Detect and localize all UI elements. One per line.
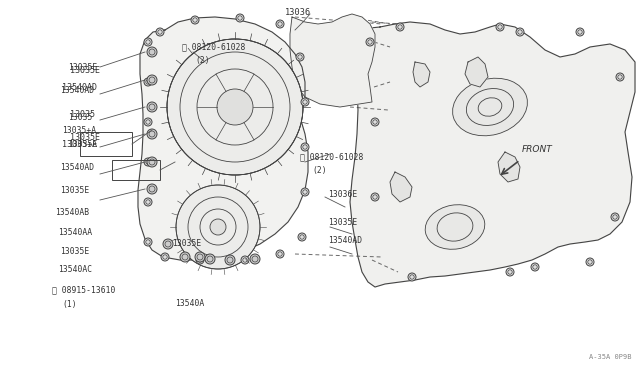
Polygon shape (413, 62, 430, 87)
Circle shape (298, 233, 306, 241)
Circle shape (144, 198, 152, 206)
Circle shape (611, 213, 619, 221)
Circle shape (301, 143, 309, 151)
Text: 13036: 13036 (285, 7, 311, 16)
Circle shape (496, 23, 504, 31)
Circle shape (366, 38, 374, 46)
Text: 13035+A: 13035+A (62, 125, 96, 135)
Text: 13035: 13035 (68, 112, 92, 122)
Text: 13035E: 13035E (68, 62, 97, 71)
Circle shape (205, 254, 215, 264)
Circle shape (147, 129, 157, 139)
Text: Ⓦ 08915-13610: Ⓦ 08915-13610 (52, 285, 115, 295)
Circle shape (156, 28, 164, 36)
Circle shape (276, 20, 284, 28)
Circle shape (371, 193, 379, 201)
Text: 13540AD: 13540AD (62, 83, 97, 92)
Text: 13540AB: 13540AB (55, 208, 89, 217)
Circle shape (144, 78, 152, 86)
Circle shape (210, 219, 226, 235)
Circle shape (531, 263, 539, 271)
Circle shape (217, 89, 253, 125)
Text: 13540A: 13540A (175, 299, 204, 308)
Text: 13540AC: 13540AC (58, 266, 92, 275)
Circle shape (276, 250, 284, 258)
Circle shape (396, 23, 404, 31)
Text: 13035E: 13035E (60, 186, 89, 195)
Ellipse shape (452, 78, 527, 136)
Circle shape (180, 252, 190, 262)
Text: 13540AD: 13540AD (328, 235, 362, 244)
Text: 13035E: 13035E (328, 218, 357, 227)
Circle shape (506, 268, 514, 276)
Circle shape (161, 253, 169, 261)
Text: 13035+A: 13035+A (62, 140, 97, 148)
Circle shape (241, 256, 249, 264)
Bar (80, 132, 132, 156)
Circle shape (236, 14, 244, 22)
Circle shape (296, 53, 304, 61)
Text: (2): (2) (312, 166, 326, 174)
Text: 13540AD: 13540AD (60, 86, 94, 94)
Bar (112, 160, 160, 180)
Circle shape (586, 258, 594, 266)
Polygon shape (350, 22, 635, 287)
Text: A-35A 0P9B: A-35A 0P9B (589, 354, 632, 360)
Polygon shape (290, 14, 375, 107)
Polygon shape (465, 57, 488, 87)
Text: 13035E: 13035E (68, 140, 97, 148)
Ellipse shape (425, 205, 484, 249)
Circle shape (576, 28, 584, 36)
Text: 13540AD: 13540AD (60, 163, 94, 171)
Circle shape (147, 75, 157, 85)
Circle shape (167, 39, 303, 175)
Circle shape (250, 254, 260, 264)
Text: (1): (1) (62, 299, 77, 308)
Circle shape (301, 188, 309, 196)
Circle shape (225, 255, 235, 265)
Circle shape (196, 256, 204, 264)
Circle shape (176, 185, 260, 269)
Text: 13035E: 13035E (172, 240, 201, 248)
Polygon shape (138, 17, 308, 260)
Circle shape (516, 28, 524, 36)
Circle shape (191, 16, 199, 24)
Circle shape (408, 273, 416, 281)
Text: 13036E: 13036E (328, 189, 357, 199)
Polygon shape (498, 152, 520, 182)
Circle shape (616, 73, 624, 81)
Text: Ⓑ 08120-61028: Ⓑ 08120-61028 (300, 153, 364, 161)
Text: 13540AA: 13540AA (58, 228, 92, 237)
Circle shape (147, 47, 157, 57)
Text: Ⓑ 08120-61028: Ⓑ 08120-61028 (182, 42, 245, 51)
Circle shape (301, 98, 309, 106)
Text: 13035E: 13035E (70, 132, 100, 141)
Text: 13035: 13035 (70, 109, 95, 119)
Text: FRONT: FRONT (522, 145, 553, 154)
Text: (2): (2) (195, 55, 210, 64)
Circle shape (144, 158, 152, 166)
Circle shape (147, 102, 157, 112)
Circle shape (144, 118, 152, 126)
Circle shape (144, 238, 152, 246)
Circle shape (195, 252, 205, 262)
Text: 13035E: 13035E (60, 247, 89, 257)
Circle shape (371, 118, 379, 126)
Circle shape (147, 184, 157, 194)
Circle shape (147, 157, 157, 167)
Circle shape (163, 239, 173, 249)
Polygon shape (390, 172, 412, 202)
Circle shape (144, 38, 152, 46)
Text: 13035E: 13035E (70, 65, 100, 74)
